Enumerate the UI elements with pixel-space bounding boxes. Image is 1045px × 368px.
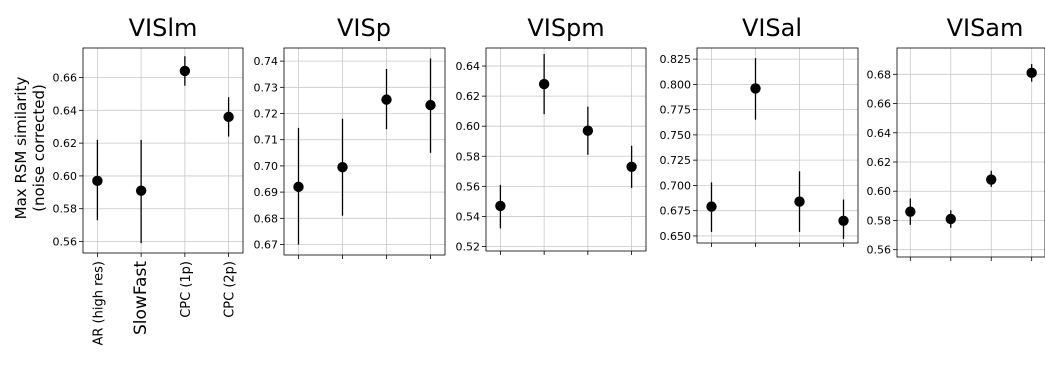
- y-tick-label: 0.750: [660, 129, 692, 142]
- data-point: [179, 65, 191, 77]
- plot-frame: [696, 47, 859, 244]
- y-tick-label: 0.58: [456, 150, 481, 163]
- chart-panels: VISlm 0.56 0.58 0.60 0.62 0.64 0.66 AR (high re…: [53, 14, 1045, 346]
- chart-title: VISlm: [129, 14, 198, 42]
- y-tick-label: 0.70: [254, 160, 279, 173]
- y-tick-label: 0.52: [456, 240, 481, 253]
- data-point: [425, 99, 436, 111]
- data-point: [794, 196, 805, 207]
- plot-frame: [82, 47, 244, 254]
- chart-title: VISp: [337, 14, 391, 42]
- plot-frame: [485, 47, 647, 252]
- y-tick-label: 0.675: [660, 205, 692, 218]
- data-point: [92, 175, 103, 187]
- y-tick-label: 0.60: [456, 120, 481, 133]
- y-axis-label: Max RSM similarity (noise corrected): [12, 77, 48, 220]
- y-tick-label: 0.72: [254, 108, 279, 121]
- y-tick-label: 0.68: [867, 68, 892, 81]
- y-tick-label: 0.60: [867, 185, 892, 198]
- x-tick-label: SlowFast: [131, 261, 151, 335]
- data-point: [750, 83, 761, 94]
- y-tick-label: 0.825: [660, 53, 692, 66]
- y-tick-label: 0.64: [867, 127, 892, 140]
- y-tick-label: 0.54: [456, 210, 481, 223]
- y-tick-label: 0.56: [867, 244, 892, 257]
- y-tick-label: 0.62: [867, 156, 892, 169]
- data-point: [223, 111, 234, 123]
- data-point: [293, 181, 304, 193]
- y-tick-label: 0.67: [254, 239, 279, 252]
- data-point: [626, 161, 637, 172]
- data-point: [706, 201, 717, 212]
- plot-frame: [283, 47, 446, 256]
- data-point: [905, 206, 916, 217]
- y-tick-label: 0.66: [867, 98, 892, 111]
- y-axis-label-line2: (noise corrected): [30, 84, 48, 212]
- y-tick-label: 0.64: [456, 60, 481, 73]
- panel-VISpm: VISpm 0.52 0.54 0.56 0.58 0.60 0.62 0.64: [456, 14, 647, 255]
- y-tick-label: 0.650: [660, 230, 692, 243]
- y-tick-label: 0.800: [660, 78, 692, 91]
- x-tick-label: AR (high res): [91, 261, 106, 346]
- y-tick-label: 0.60: [53, 170, 78, 183]
- y-tick-label: 0.68: [254, 212, 279, 225]
- y-tick-label: 0.69: [254, 186, 279, 199]
- x-tick-label: CPC (2p): [223, 261, 238, 318]
- panel-VISam: VISam 0.56 0.58 0.60 0.62 0.64 0.66 0.68: [867, 14, 1045, 261]
- y-tick-label: 0.66: [53, 72, 78, 85]
- data-point: [838, 215, 849, 226]
- data-point: [582, 125, 594, 136]
- panel-VISlm: VISlm 0.56 0.58 0.60 0.62 0.64 0.66 AR (high re…: [53, 14, 244, 346]
- y-tick-label: 0.62: [456, 90, 481, 103]
- panel-VISal: VISal 0.650 0.675 0.700 0.725 0.750 0.775 0.800…: [660, 14, 859, 247]
- y-axis-label-line1: Max RSM similarity: [12, 77, 30, 220]
- data-point: [1026, 67, 1037, 79]
- x-tick-label: CPC (1p): [179, 261, 194, 318]
- data-point: [945, 213, 956, 225]
- data-point: [337, 162, 348, 173]
- y-tick-label: 0.64: [53, 104, 78, 117]
- y-tick-label: 0.56: [456, 180, 481, 193]
- chart-title: VISpm: [527, 14, 604, 42]
- data-point: [135, 185, 147, 196]
- y-tick-label: 0.56: [53, 236, 78, 249]
- y-tick-label: 0.62: [53, 137, 78, 150]
- data-point: [538, 78, 550, 90]
- y-tick-label: 0.74: [254, 55, 279, 68]
- chart-title: VISal: [742, 14, 802, 42]
- y-tick-label: 0.58: [867, 214, 892, 227]
- y-tick-label: 0.775: [660, 104, 692, 117]
- y-tick-label: 0.73: [254, 81, 279, 94]
- data-point: [986, 174, 997, 185]
- plot-frame: [896, 47, 1045, 258]
- y-tick-label: 0.58: [53, 203, 78, 216]
- y-tick-label: 0.725: [660, 154, 692, 167]
- chart-title: VISam: [947, 14, 1024, 42]
- y-tick-label: 0.71: [254, 134, 279, 147]
- panel-VISp: VISp 0.67 0.68 0.69 0.70 0.71 0.72 0.73 0.74: [254, 14, 446, 259]
- data-point: [495, 200, 506, 212]
- y-tick-label: 0.700: [660, 179, 692, 192]
- data-point: [381, 94, 392, 105]
